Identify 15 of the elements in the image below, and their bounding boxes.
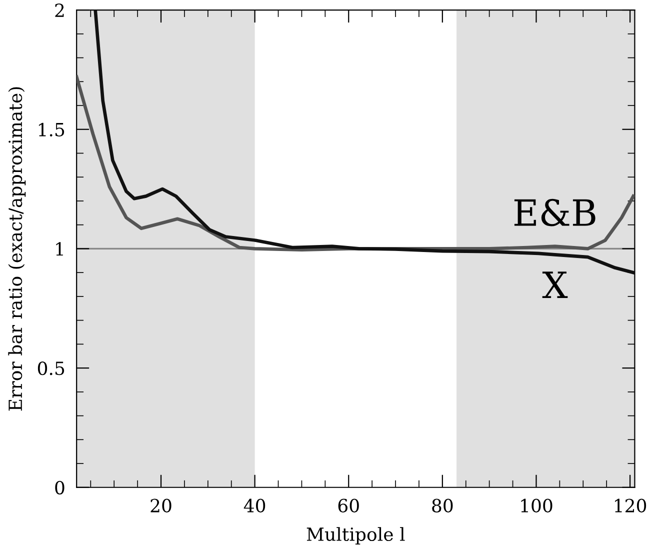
x-axis-title: Multipole l — [306, 527, 405, 545]
y-tick-label: 1.5 — [38, 122, 64, 136]
x-tick-label: 120 — [615, 498, 646, 512]
x-tick-label: 100 — [521, 498, 552, 512]
x-tick-label: 80 — [432, 498, 453, 512]
x-tick-label: 40 — [244, 498, 266, 512]
y-tick-label: 1 — [56, 242, 63, 256]
series-label: E&B — [514, 198, 596, 226]
x-tick-label: 20 — [150, 498, 172, 512]
series-label: X — [542, 272, 568, 298]
y-tick-label: 0 — [55, 480, 64, 494]
y-axis-title: Error bar ratio (exact/approximate) — [8, 87, 26, 411]
y-tick-label: 2 — [55, 3, 64, 17]
y-tick-label: 0.5 — [38, 361, 64, 376]
x-tick-label: 60 — [338, 498, 359, 512]
